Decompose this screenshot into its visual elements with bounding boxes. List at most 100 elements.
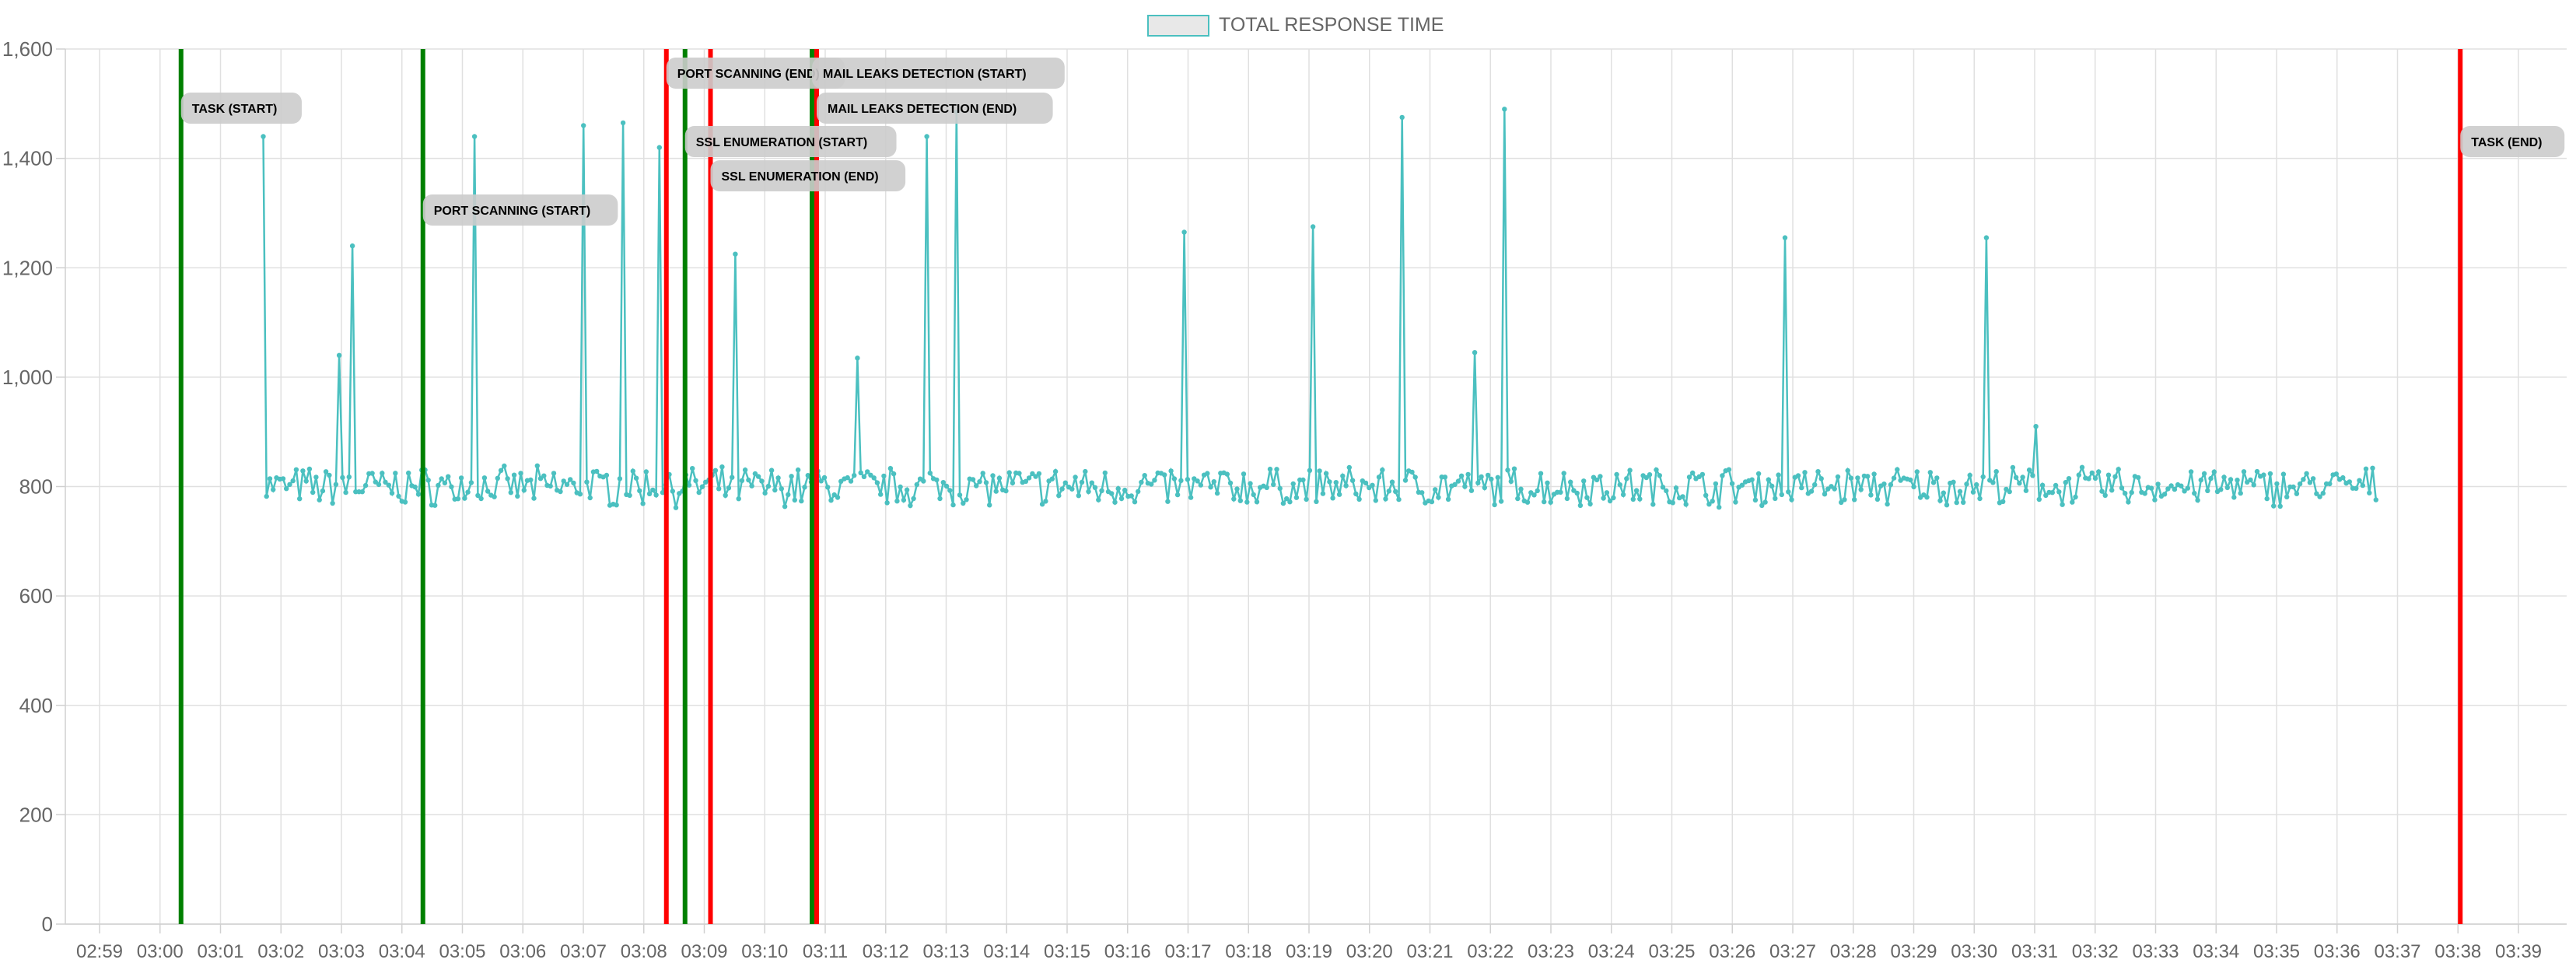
data-point[interactable] (1858, 487, 1864, 492)
data-point[interactable] (1630, 496, 1636, 502)
data-point[interactable] (310, 489, 316, 496)
data-point[interactable] (1930, 480, 1937, 485)
data-point[interactable] (828, 498, 834, 503)
data-point[interactable] (1026, 475, 1032, 481)
data-point[interactable] (739, 478, 745, 484)
data-point[interactable] (1637, 496, 1643, 502)
data-point[interactable] (653, 492, 659, 498)
data-point[interactable] (2017, 481, 2022, 486)
data-point[interactable] (1267, 466, 1273, 472)
data-point[interactable] (1429, 499, 1435, 505)
data-point[interactable] (436, 482, 441, 489)
data-point[interactable] (1162, 472, 1167, 478)
data-point[interactable] (772, 487, 778, 493)
data-point[interactable] (2030, 473, 2035, 478)
data-point[interactable] (690, 466, 695, 471)
data-point[interactable] (2152, 497, 2158, 503)
data-point[interactable] (1839, 499, 1844, 506)
data-point[interactable] (1010, 480, 1016, 486)
data-point[interactable] (617, 476, 623, 481)
data-point[interactable] (1096, 497, 1101, 503)
data-point[interactable] (1174, 492, 1181, 498)
data-point[interactable] (627, 492, 632, 499)
data-point[interactable] (1855, 475, 1860, 481)
data-point[interactable] (1171, 476, 1178, 481)
data-point[interactable] (594, 468, 600, 474)
data-point[interactable] (898, 484, 903, 490)
data-point[interactable] (1495, 474, 1501, 480)
data-point[interactable] (2020, 474, 2025, 480)
data-point[interactable] (2033, 424, 2039, 429)
data-point[interactable] (561, 478, 566, 484)
data-point[interactable] (1039, 502, 1045, 507)
data-point[interactable] (446, 474, 451, 479)
data-point[interactable] (2182, 489, 2187, 494)
data-point[interactable] (1287, 499, 1293, 505)
data-point[interactable] (730, 474, 735, 480)
data-point[interactable] (924, 134, 929, 139)
data-point[interactable] (439, 476, 444, 481)
data-point[interactable] (2109, 488, 2115, 493)
data-point[interactable] (1548, 499, 1553, 505)
data-point[interactable] (1376, 474, 1382, 480)
data-point[interactable] (821, 474, 828, 481)
data-point[interactable] (1954, 499, 1959, 506)
data-point[interactable] (1092, 485, 1098, 490)
data-point[interactable] (2192, 490, 2197, 496)
data-point[interactable] (2155, 481, 2161, 487)
data-point[interactable] (2066, 476, 2072, 481)
data-point[interactable] (904, 487, 910, 492)
data-point[interactable] (1703, 492, 1709, 498)
data-point[interactable] (2274, 481, 2280, 487)
data-point[interactable] (825, 485, 831, 490)
data-point[interactable] (858, 470, 863, 475)
data-point[interactable] (343, 489, 348, 496)
data-point[interactable] (2123, 491, 2128, 496)
data-point[interactable] (386, 482, 391, 488)
data-point[interactable] (293, 467, 299, 472)
data-point[interactable] (2073, 494, 2078, 500)
data-point[interactable] (2092, 475, 2098, 481)
data-point[interactable] (2238, 490, 2243, 496)
data-point[interactable] (1211, 479, 1217, 485)
data-point[interactable] (1964, 481, 1969, 487)
data-point[interactable] (733, 251, 738, 257)
data-point[interactable] (1185, 477, 1191, 482)
data-point[interactable] (1227, 480, 1234, 486)
data-point[interactable] (818, 478, 824, 484)
data-point[interactable] (1535, 488, 1540, 494)
data-point[interactable] (765, 483, 772, 489)
data-point[interactable] (1538, 471, 1544, 476)
data-point[interactable] (2284, 494, 2290, 499)
data-point[interactable] (2277, 503, 2283, 509)
data-point[interactable] (914, 481, 920, 488)
data-point[interactable] (775, 475, 781, 481)
data-point[interactable] (1030, 471, 1035, 477)
data-point[interactable] (264, 493, 269, 499)
data-point[interactable] (485, 489, 491, 494)
data-point[interactable] (1472, 350, 1478, 355)
data-point[interactable] (1832, 486, 1837, 492)
data-point[interactable] (2231, 495, 2237, 500)
data-point[interactable] (1323, 471, 1329, 476)
data-point[interactable] (1699, 471, 1706, 478)
data-point[interactable] (1739, 482, 1745, 488)
data-point[interactable] (1433, 487, 1438, 492)
data-point[interactable] (1766, 477, 1771, 482)
data-point[interactable] (868, 472, 873, 478)
data-point[interactable] (993, 489, 999, 494)
data-point[interactable] (2053, 482, 2059, 489)
data-point[interactable] (1729, 481, 1735, 486)
data-point[interactable] (1720, 473, 1725, 478)
data-point[interactable] (2271, 503, 2277, 509)
data-point[interactable] (1340, 473, 1346, 479)
data-point[interactable] (1706, 502, 1712, 507)
data-point[interactable] (584, 479, 590, 485)
data-point[interactable] (290, 478, 296, 484)
data-point[interactable] (2228, 477, 2234, 482)
data-point[interactable] (1251, 492, 1256, 498)
data-point[interactable] (865, 469, 870, 474)
data-point[interactable] (1455, 478, 1461, 484)
data-point[interactable] (1577, 503, 1584, 508)
data-point[interactable] (1881, 481, 1887, 487)
